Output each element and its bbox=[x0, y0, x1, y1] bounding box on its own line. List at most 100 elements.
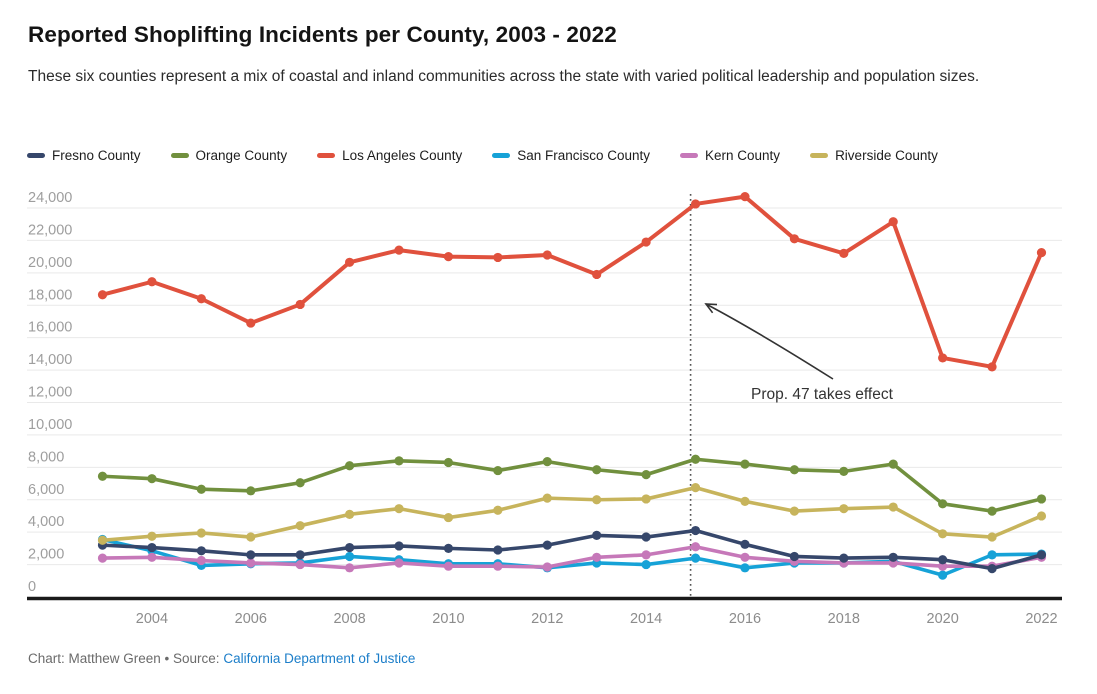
x-axis-tick-label: 2012 bbox=[531, 611, 563, 627]
y-axis-tick-label: 4,000 bbox=[28, 514, 64, 530]
data-point-orange-county-2022 bbox=[1036, 494, 1047, 504]
data-point-fresno-county-2005 bbox=[196, 546, 206, 556]
data-point-fresno-county-2016 bbox=[740, 539, 750, 549]
data-point-riverside-county-2018 bbox=[839, 504, 849, 514]
data-point-orange-county-2019 bbox=[888, 459, 898, 469]
data-point-los-angeles-county-2007 bbox=[295, 299, 305, 310]
data-point-orange-county-2020 bbox=[938, 499, 948, 509]
series-line-kern-county bbox=[100, 544, 1044, 570]
data-point-los-angeles-county-2017 bbox=[789, 234, 799, 244]
data-point-riverside-county-2014 bbox=[641, 494, 651, 504]
data-point-orange-county-2015 bbox=[690, 454, 701, 464]
data-point-kern-county-2012 bbox=[542, 562, 552, 572]
data-point-fresno-county-2014 bbox=[641, 532, 651, 542]
series-line-los-angeles-county bbox=[100, 194, 1044, 369]
data-point-san-francisco-county-2019 bbox=[888, 556, 898, 566]
data-point-san-francisco-county-2009 bbox=[394, 555, 404, 565]
data-point-fresno-county-2017 bbox=[789, 551, 799, 562]
data-point-riverside-county-2016 bbox=[740, 496, 750, 506]
data-point-kern-county-2018 bbox=[839, 558, 849, 568]
legend-item-orange-county: Orange County bbox=[170, 148, 287, 163]
x-axis-tick-label: 2004 bbox=[136, 611, 168, 627]
data-point-san-francisco-county-2005 bbox=[196, 560, 206, 570]
x-axis-tick-label: 2016 bbox=[729, 611, 761, 627]
data-point-riverside-county-2020 bbox=[938, 529, 948, 539]
data-point-kern-county-2016 bbox=[740, 552, 750, 562]
x-axis-tick-label: 2006 bbox=[235, 611, 267, 627]
data-point-los-angeles-county-2006 bbox=[246, 318, 256, 328]
chart-subtitle: These six counties represent a mix of co… bbox=[28, 68, 980, 85]
data-point-san-francisco-county-2004 bbox=[147, 546, 157, 556]
data-point-orange-county-2007 bbox=[295, 478, 305, 488]
legend-swatch-icon bbox=[170, 153, 189, 158]
y-axis-tick-label: 24,000 bbox=[28, 190, 72, 206]
data-point-fresno-county-2021 bbox=[987, 564, 997, 574]
annotation-arrow bbox=[705, 303, 834, 380]
data-point-riverside-county-2009 bbox=[394, 504, 404, 514]
source-link[interactable]: California Department of Justice bbox=[223, 651, 416, 666]
data-point-fresno-county-2018 bbox=[839, 553, 849, 563]
data-point-san-francisco-county-2007 bbox=[295, 558, 305, 568]
annotation-arrowhead-icon bbox=[704, 303, 718, 314]
data-point-riverside-county-2008 bbox=[345, 509, 355, 519]
data-point-kern-county-2017 bbox=[789, 556, 799, 566]
data-point-orange-county-2014 bbox=[641, 470, 651, 480]
legend-item-los-angeles-county: Los Angeles County bbox=[317, 148, 462, 163]
data-point-los-angeles-county-2011 bbox=[493, 252, 503, 263]
legend-item-san-francisco-county: San Francisco County bbox=[492, 148, 650, 163]
data-point-los-angeles-county-2005 bbox=[196, 294, 206, 304]
data-point-los-angeles-county-2018 bbox=[839, 248, 849, 258]
legend-item-riverside-county: Riverside County bbox=[810, 148, 938, 163]
data-point-san-francisco-county-2008 bbox=[345, 551, 355, 562]
data-point-kern-county-2011 bbox=[493, 561, 503, 571]
legend-label: Kern County bbox=[705, 148, 781, 163]
legend-swatch-icon bbox=[27, 153, 45, 158]
data-point-los-angeles-county-2013 bbox=[592, 269, 602, 280]
series-line-fresno-county bbox=[100, 528, 1044, 571]
data-point-los-angeles-county-2012 bbox=[542, 250, 552, 260]
x-axis-tick-label: 2018 bbox=[828, 611, 860, 627]
data-point-kern-county-2006 bbox=[246, 558, 256, 568]
data-point-kern-county-2008 bbox=[345, 563, 355, 573]
y-axis-tick-label: 2,000 bbox=[28, 547, 64, 563]
data-point-fresno-county-2006 bbox=[246, 550, 256, 560]
data-point-san-francisco-county-2012 bbox=[542, 563, 552, 573]
data-point-riverside-county-2006 bbox=[246, 532, 256, 542]
data-point-san-francisco-county-2018 bbox=[839, 558, 849, 568]
data-point-fresno-county-2003 bbox=[97, 540, 108, 550]
legend-label: Fresno County bbox=[52, 148, 141, 163]
data-point-orange-county-2006 bbox=[246, 486, 256, 496]
x-axis-tick-label: 2022 bbox=[1025, 611, 1057, 627]
legend-swatch-icon bbox=[492, 153, 511, 158]
data-point-los-angeles-county-2022 bbox=[1036, 247, 1047, 258]
y-axis-tick-label: 10,000 bbox=[28, 417, 72, 433]
data-point-fresno-county-2004 bbox=[147, 542, 157, 553]
data-point-los-angeles-county-2019 bbox=[888, 217, 898, 227]
data-point-kern-county-2019 bbox=[888, 558, 898, 568]
data-point-san-francisco-county-2011 bbox=[493, 559, 503, 569]
data-point-los-angeles-county-2021 bbox=[987, 362, 997, 372]
data-point-kern-county-2022 bbox=[1036, 552, 1047, 562]
data-point-riverside-county-2003 bbox=[97, 535, 108, 545]
legend-swatch-icon bbox=[680, 153, 699, 158]
data-point-fresno-county-2013 bbox=[592, 530, 602, 541]
y-axis-tick-label: 16,000 bbox=[28, 320, 72, 336]
data-point-san-francisco-county-2010 bbox=[443, 559, 454, 569]
x-axis-tick-label: 2020 bbox=[927, 611, 959, 627]
data-point-kern-county-2007 bbox=[295, 559, 305, 570]
data-point-san-francisco-county-2006 bbox=[246, 559, 256, 569]
series-line-riverside-county bbox=[100, 485, 1044, 543]
data-point-kern-county-2009 bbox=[394, 558, 404, 568]
y-axis-tick-label: 12,000 bbox=[28, 385, 72, 401]
data-point-fresno-county-2011 bbox=[493, 545, 503, 555]
data-point-orange-county-2004 bbox=[147, 474, 157, 484]
legend-label: Riverside County bbox=[835, 148, 938, 163]
data-point-orange-county-2016 bbox=[740, 459, 750, 469]
data-point-san-francisco-county-2020 bbox=[938, 570, 948, 580]
data-point-san-francisco-county-2014 bbox=[641, 559, 651, 570]
legend-item-kern-county: Kern County bbox=[680, 148, 780, 163]
data-point-orange-county-2012 bbox=[542, 457, 552, 467]
data-point-kern-county-2020 bbox=[938, 561, 948, 571]
data-point-los-angeles-county-2008 bbox=[345, 257, 355, 267]
